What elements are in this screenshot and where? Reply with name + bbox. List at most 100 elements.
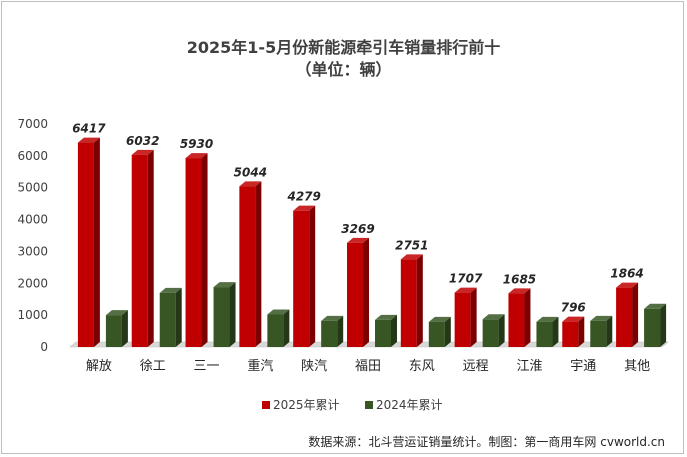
bar-2024-top [482,314,505,320]
bar-2024-side [498,314,505,347]
bar-2024-top [590,315,613,321]
bar-2024 [321,320,338,347]
bar-2024 [644,308,661,347]
bar-2024-top [536,316,559,322]
bar-2025-top [562,316,585,322]
bar-2025-top [131,149,154,155]
bar-2025-side [416,254,423,347]
bar-2024 [213,287,230,347]
bar-2025 [508,293,525,347]
y-tick-label: 6000 [17,149,48,163]
data-label: 3269 [341,222,374,236]
y-tick-label: 0 [40,340,48,354]
bar-2024 [482,319,499,347]
bar-2024-side [337,315,344,347]
bar-2024 [159,292,176,347]
x-tick-label: 徐工 [140,359,166,374]
bar-2024-top [321,315,344,321]
chart-subtitle: （单位：辆） [295,60,392,79]
data-label: 1864 [610,267,643,281]
x-tick-label: 江淮 [516,359,542,374]
bar-2025-side [147,149,154,347]
bar-2025-side [578,316,585,347]
bar-2024-side [552,316,559,347]
bar-2024 [428,321,445,347]
bar-2024 [105,315,122,347]
bar-2025-top [77,137,100,143]
bar-2025-side [309,205,316,347]
bar-2025-top [185,153,208,159]
bar-2024-top [213,282,236,288]
bar-2025 [616,287,633,347]
bar-2024-top [644,303,667,309]
bar-2024-side [444,316,451,347]
data-label: 2751 [395,238,428,252]
bar-2024-side [283,309,290,347]
bar-2025 [454,292,471,347]
data-label: 6417 [72,122,106,136]
bar-2024-side [229,282,236,347]
data-label: 5044 [234,165,267,179]
bar-2024-side [391,314,397,347]
bar-2025 [347,242,363,347]
x-tick-label: 陕汽 [301,359,327,374]
bar-2024-side [606,315,613,347]
bar-2025 [185,158,202,347]
bar-2024-top [428,316,451,322]
bar-2025-top [454,287,477,293]
bar-2025-side [255,181,262,347]
bar-2025-top [293,205,316,211]
bar-2025 [400,259,417,347]
bar-2025 [293,210,310,347]
data-label: 796 [561,301,586,315]
x-tick-label: 宇通 [570,359,596,374]
bar-2025 [77,142,94,347]
legend-label: 2025年累计 [273,398,340,412]
data-label: 1707 [449,272,483,286]
x-tick-label: 远程 [463,359,489,374]
legend-swatch [365,401,373,409]
y-tick-label: 4000 [17,213,48,227]
bar-2024-top [159,287,182,293]
data-label: 1685 [503,272,536,286]
data-label: 4279 [286,190,320,204]
bar-2025-side [201,153,208,347]
x-tick-label: 重汽 [247,358,273,374]
bar-2024-side [175,287,182,347]
bar-2024 [375,319,391,347]
bar-2024-top [105,310,128,316]
bar-2025-side [93,137,100,347]
bar-2025-side [524,288,531,347]
legend-label: 2024年累计 [376,398,443,412]
bar-2024-top [267,309,290,315]
data-label: 5930 [180,137,213,151]
x-tick-label: 东风 [409,359,435,374]
bar-2024 [267,314,284,347]
x-tick-label: 其他 [624,359,650,374]
bar-2024 [590,320,607,347]
y-tick-label: 2000 [17,276,48,290]
legend-swatch [262,401,270,409]
bar-2025-side [470,287,477,347]
y-tick-label: 7000 [17,117,48,131]
y-tick-label: 3000 [17,244,48,258]
bar-2024-side [121,310,128,347]
chart-title: 2025年1-5月份新能源牵引车销量排行前十 [186,38,501,57]
bar-2024 [536,321,553,347]
data-label: 6032 [126,134,159,148]
bar-2025-side [363,237,369,347]
bar-2025-top [400,254,423,260]
bar-2025-top [616,282,639,288]
bar-2025-top [239,181,262,187]
x-tick-label: 福田 [355,359,381,374]
bar-2025 [562,321,579,347]
bar-2025-side [632,282,639,347]
bar-2024-top [375,314,397,320]
bar-2025 [239,186,256,347]
x-tick-label: 解放 [86,359,112,374]
y-tick-label: 1000 [17,308,48,322]
y-tick-label: 5000 [17,181,48,195]
x-tick-label: 三一 [194,359,220,374]
